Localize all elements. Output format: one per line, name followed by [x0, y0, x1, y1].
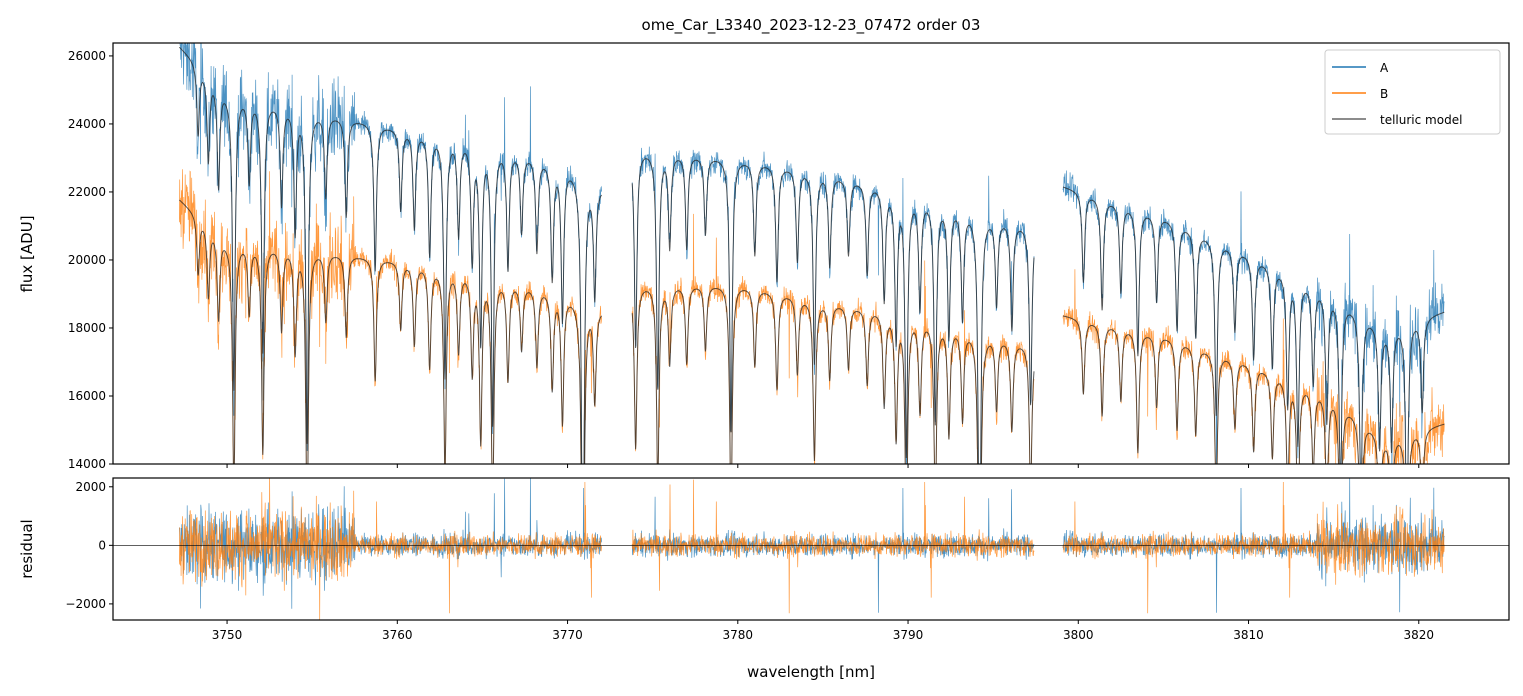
residual-y-tick-label: 0 — [98, 538, 106, 552]
x-tick-label: 3770 — [552, 628, 583, 642]
x-axis-label: wavelength [nm] — [747, 663, 875, 681]
legend-label-a: A — [1380, 61, 1389, 75]
x-tick-label: 3810 — [1233, 628, 1264, 642]
flux-y-tick-label: 14000 — [68, 457, 106, 471]
residual-panel — [113, 478, 1509, 620]
flux-panel — [179, 43, 1445, 464]
flux-y-tick-label: 20000 — [68, 253, 106, 267]
residual-y-tick-label: 2000 — [75, 480, 106, 494]
residual-y-tick-label: −2000 — [65, 597, 106, 611]
x-tick-label: 3760 — [382, 628, 413, 642]
flux-ylabel: flux [ADU] — [18, 215, 36, 292]
x-tick-label: 3820 — [1403, 628, 1434, 642]
chart-title: ome_Car_L3340_2023-12-23_07472 order 03 — [642, 16, 981, 35]
residual-ylabel: residual — [18, 519, 36, 578]
flux-y-tick-label: 24000 — [68, 117, 106, 131]
x-tick-label: 3800 — [1063, 628, 1094, 642]
x-tick-label: 3790 — [893, 628, 924, 642]
flux-axes-frame — [112, 42, 1510, 465]
legend-label-b: B — [1380, 87, 1388, 101]
telluric-model-b — [179, 199, 1445, 464]
x-tick-label: 3780 — [723, 628, 754, 642]
flux-y-tick-label: 26000 — [68, 49, 106, 63]
legend: A B telluric model — [1324, 49, 1501, 135]
flux-y-tick-label: 16000 — [68, 389, 106, 403]
flux-y-tick-label: 18000 — [68, 321, 106, 335]
legend-label-telluric: telluric model — [1380, 113, 1462, 127]
telluric-model-a — [179, 46, 1445, 464]
flux-y-tick-label: 22000 — [68, 185, 106, 199]
residual-axes-frame — [112, 477, 1510, 621]
x-tick-label: 3750 — [212, 628, 243, 642]
